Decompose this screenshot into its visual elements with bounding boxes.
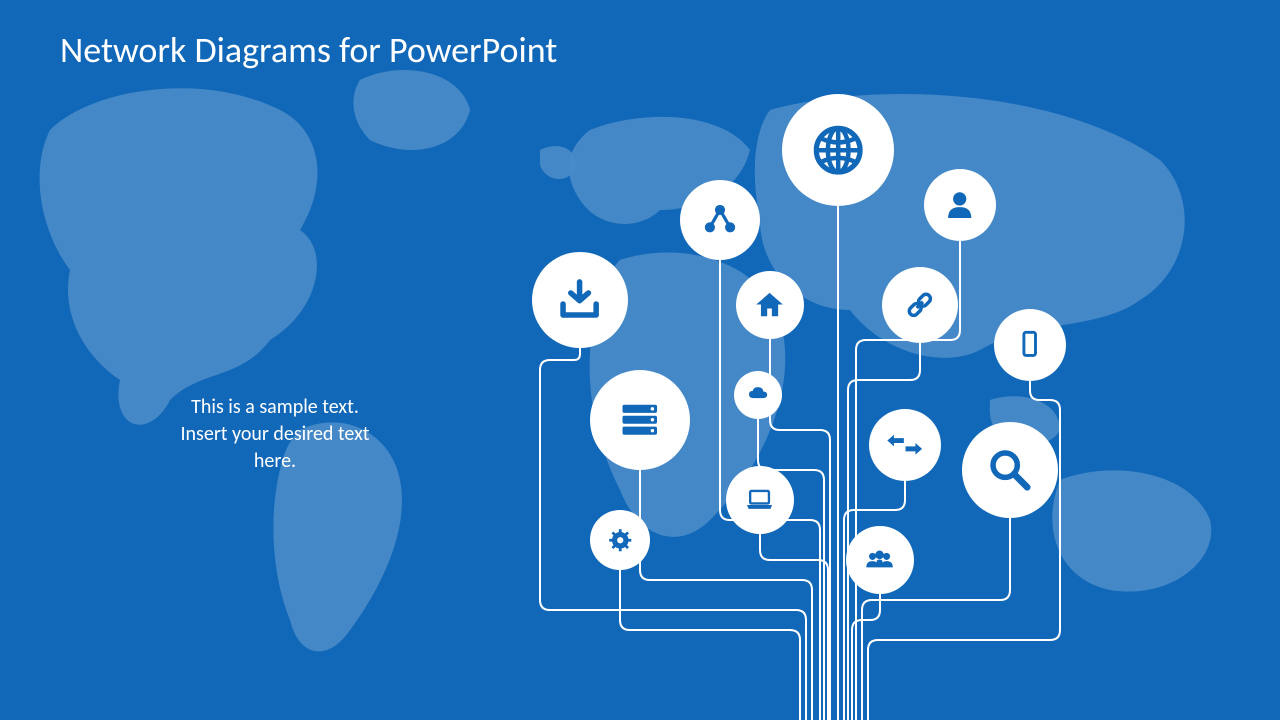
download-icon: [552, 272, 607, 327]
user-icon: [939, 184, 980, 225]
globe-icon: [806, 118, 870, 182]
gear-icon: [603, 523, 638, 558]
node-cloud: [734, 371, 782, 419]
node-globe: [782, 94, 894, 206]
node-device: [994, 309, 1066, 381]
node-user: [924, 169, 996, 241]
node-share: [680, 180, 760, 260]
people-icon: [860, 540, 899, 579]
laptop-icon: [740, 480, 779, 519]
search-icon: [982, 442, 1037, 497]
arrows-icon: [884, 424, 925, 465]
node-search: [962, 422, 1058, 518]
node-download: [532, 252, 628, 348]
branch-laptop: [760, 534, 828, 720]
link-icon: [898, 283, 942, 327]
slide: Network Diagrams for PowerPoint This is …: [0, 0, 1280, 720]
branch-cloud: [758, 419, 824, 720]
node-home: [736, 271, 804, 339]
share-icon: [697, 197, 743, 243]
network-tree: [0, 0, 1280, 720]
branch-gear: [620, 570, 800, 720]
device-icon: [1009, 324, 1050, 365]
home-icon: [750, 285, 789, 324]
node-link: [882, 267, 958, 343]
node-gear: [590, 510, 650, 570]
server-icon: [611, 391, 669, 449]
node-arrows: [869, 409, 941, 481]
node-laptop: [726, 466, 794, 534]
cloud-icon: [744, 381, 772, 409]
node-server: [590, 370, 690, 470]
node-people: [846, 526, 914, 594]
